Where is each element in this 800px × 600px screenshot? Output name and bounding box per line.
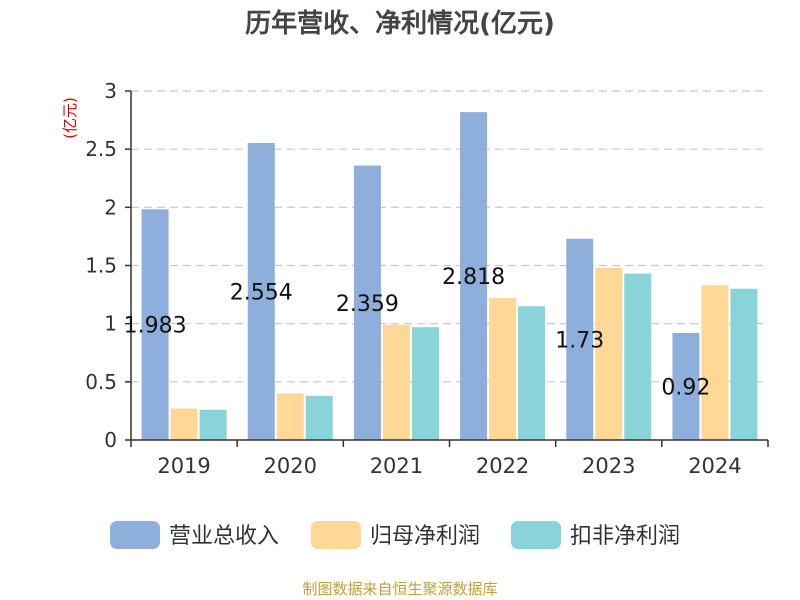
bar-2021-series-1 bbox=[353, 165, 381, 440]
chart-title: 历年营收、净利情况(亿元) bbox=[245, 8, 555, 39]
legend-swatch bbox=[110, 521, 160, 549]
data-label: 1.73 bbox=[555, 328, 604, 353]
legend-swatch bbox=[311, 521, 361, 549]
data-label: 2.818 bbox=[442, 265, 505, 290]
legend-label: 营业总收入 bbox=[169, 524, 279, 549]
bar-2019-series-3 bbox=[199, 409, 227, 440]
y-unit-label: (亿元) bbox=[61, 97, 79, 139]
data-label: 2.359 bbox=[336, 292, 399, 317]
bars bbox=[141, 112, 758, 440]
y-tick-label: 2.5 bbox=[85, 137, 117, 161]
legend-label: 归母净利润 bbox=[370, 524, 480, 549]
bar-2024-series-1 bbox=[672, 332, 700, 440]
axes: 0 0.5 1 1.5 2 2.5 3 2019 2020 2021 2022 2023 2024 bbox=[85, 79, 769, 478]
x-tick-label: 2019 bbox=[157, 454, 210, 478]
x-tick-label: 2024 bbox=[688, 454, 741, 478]
y-tick-label: 0 bbox=[104, 428, 117, 452]
legend-swatch bbox=[511, 521, 561, 549]
x-tick-label: 2021 bbox=[370, 454, 423, 478]
bar-2020-series-3 bbox=[305, 395, 333, 440]
bar-2021-series-3 bbox=[411, 327, 439, 440]
y-tick-label: 2 bbox=[104, 195, 117, 219]
bar-2023-series-1 bbox=[566, 238, 594, 440]
y-tick-label: 0.5 bbox=[85, 370, 117, 394]
x-tick-label: 2023 bbox=[582, 454, 635, 478]
grid-lines bbox=[131, 90, 768, 383]
y-tick-label: 1.5 bbox=[85, 254, 117, 278]
bar-2022-series-2 bbox=[489, 298, 517, 440]
x-tick-label: 2022 bbox=[476, 454, 529, 478]
legend-label: 扣非净利润 bbox=[570, 524, 680, 549]
x-tick-label: 2020 bbox=[264, 454, 317, 478]
bar-2021-series-2 bbox=[382, 324, 410, 440]
data-labels: 1.983 2.554 2.359 2.818 1.73 0.92 bbox=[124, 265, 711, 400]
bar-2023-series-3 bbox=[624, 273, 652, 440]
source-note: 制图数据来自恒生聚源数据库 bbox=[302, 580, 497, 598]
data-label: 0.92 bbox=[661, 375, 710, 400]
bar-2022-series-1 bbox=[460, 112, 488, 440]
bar-2020-series-2 bbox=[276, 393, 304, 440]
bar-2020-series-1 bbox=[247, 142, 275, 440]
legend: 营业总收入 归母净利润 扣非净利润 bbox=[110, 521, 680, 549]
bar-2023-series-2 bbox=[595, 267, 623, 440]
y-tick-label: 3 bbox=[104, 79, 117, 103]
y-tick-label: 1 bbox=[104, 312, 117, 336]
bar-2019-series-1 bbox=[141, 209, 169, 440]
bar-2022-series-3 bbox=[518, 306, 546, 440]
bar-2019-series-2 bbox=[170, 408, 198, 440]
data-label: 1.983 bbox=[124, 314, 187, 339]
bar-2024-series-3 bbox=[730, 288, 758, 440]
bar-2024-series-2 bbox=[701, 285, 729, 440]
data-label: 2.554 bbox=[230, 280, 293, 305]
